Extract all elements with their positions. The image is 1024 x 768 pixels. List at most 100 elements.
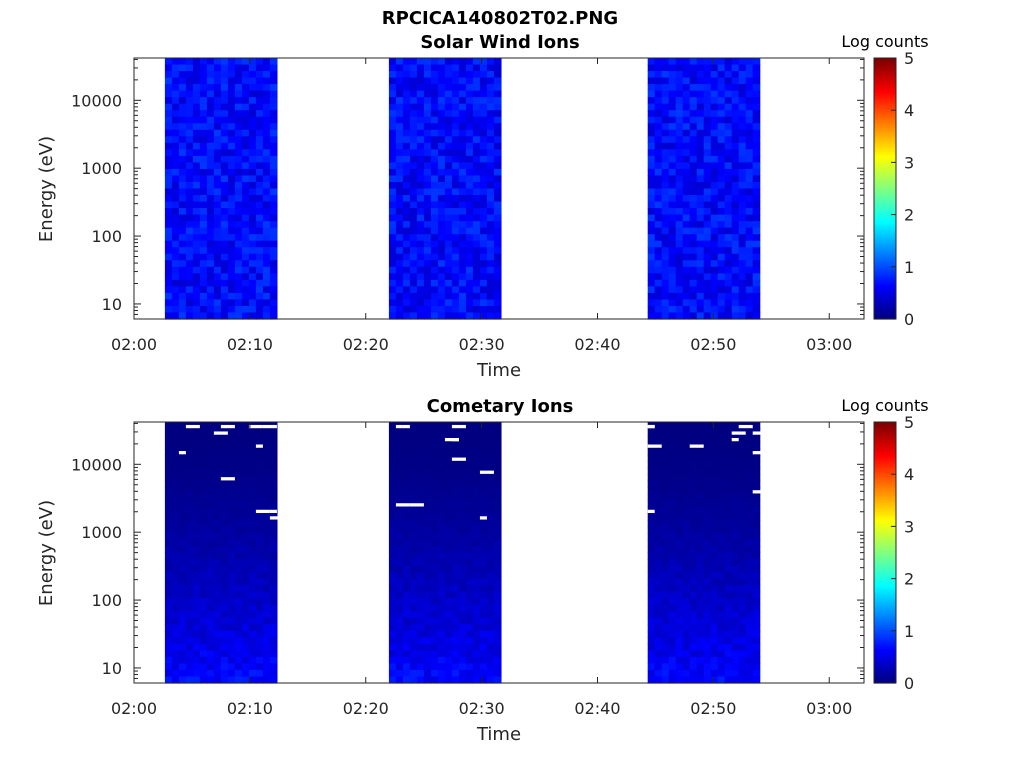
heatmap-cell (675, 181, 684, 190)
heatmap-cell (493, 552, 502, 560)
heatmap-cell (493, 656, 502, 665)
heatmap-cell (262, 578, 271, 586)
heatmap-cell (654, 58, 663, 66)
heatmap-cell (696, 617, 705, 625)
heatmap-cell (248, 552, 257, 560)
heatmap-cell (752, 286, 761, 294)
heatmap-cell (255, 656, 264, 665)
heatmap-cell (486, 168, 495, 177)
heatmap-cell (451, 273, 460, 281)
heatmap-cell (171, 513, 180, 521)
heatmap-cell (409, 578, 418, 586)
heatmap-cell (647, 676, 656, 684)
heatmap-cell (248, 77, 257, 85)
heatmap-cell (409, 467, 418, 475)
heatmap-cell (479, 279, 488, 287)
heatmap-cell (255, 545, 264, 554)
heatmap-cell (227, 195, 236, 203)
heatmap-cell (164, 637, 173, 645)
heatmap-cell (430, 155, 439, 164)
heatmap-cell (661, 279, 670, 287)
heatmap-cell (185, 201, 194, 209)
heatmap-cell (430, 97, 439, 105)
heatmap-cell (241, 201, 250, 209)
heatmap-cell (752, 519, 761, 528)
heatmap-cell (479, 195, 488, 203)
heatmap-cell (227, 188, 236, 196)
heatmap-cell (430, 77, 439, 85)
heatmap-cell (199, 480, 208, 488)
heatmap-cell (395, 493, 404, 501)
heatmap-cell (395, 266, 404, 274)
heatmap-cell (388, 591, 397, 599)
heatmap-cell (682, 519, 691, 528)
colorbar-step (874, 251, 896, 255)
heatmap-cell (199, 487, 208, 495)
heatmap-cell (696, 71, 705, 79)
heatmap-cell (248, 559, 257, 567)
heatmap-cell (241, 181, 250, 190)
heatmap-cell (668, 422, 677, 430)
heatmap-cell (185, 441, 194, 449)
heatmap-cell (185, 513, 194, 521)
heatmap-cell (395, 227, 404, 235)
heatmap-cell (668, 461, 677, 469)
heatmap-cell (682, 299, 691, 307)
heatmap-cell (388, 669, 397, 678)
heatmap-cell (472, 493, 481, 501)
heatmap-cell (710, 428, 719, 436)
colorbar-step (874, 443, 896, 447)
heatmap-cell (402, 428, 411, 436)
colorbar-step (874, 288, 896, 292)
heatmap-cell (465, 181, 474, 190)
heatmap-cell (248, 253, 257, 261)
heatmap-cell (717, 611, 726, 619)
heatmap-cell (430, 286, 439, 294)
heatmap-cell (409, 214, 418, 222)
heatmap-cell (199, 279, 208, 287)
heatmap-cell (437, 480, 446, 488)
heatmap-cell (675, 545, 684, 554)
heatmap-cell (416, 513, 425, 521)
heatmap-cell (472, 253, 481, 261)
heatmap-cell (171, 428, 180, 436)
heatmap-cell (654, 630, 663, 638)
heatmap-cell (703, 129, 712, 137)
heatmap-cell (738, 247, 747, 255)
heatmap-cell (388, 435, 397, 443)
heatmap-cell (409, 435, 418, 443)
heatmap-cell (710, 467, 719, 475)
heatmap-cell (458, 227, 467, 235)
heatmap-cell (185, 110, 194, 118)
heatmap-cell (451, 578, 460, 586)
heatmap-cell (416, 422, 425, 430)
heatmap-cell (199, 637, 208, 645)
heatmap-cell (430, 611, 439, 619)
heatmap-cell (486, 604, 495, 612)
heatmap-cell (220, 149, 229, 157)
heatmap-cell (752, 630, 761, 638)
heatmap-cell (234, 195, 243, 203)
heatmap-cell (220, 168, 229, 177)
heatmap-cell (206, 162, 215, 170)
heatmap-cell (696, 448, 705, 456)
heatmap-cell (423, 643, 432, 651)
heatmap-cell (220, 480, 229, 488)
heatmap-cell (689, 454, 698, 462)
heatmap-cell (185, 247, 194, 255)
heatmap-cell (675, 487, 684, 495)
heatmap-cell (395, 526, 404, 534)
heatmap-cell (717, 142, 726, 150)
heatmap-cell (241, 663, 250, 671)
heatmap-cell (689, 624, 698, 632)
heatmap-cell (199, 110, 208, 118)
heatmap-cell (206, 656, 215, 665)
heatmap-cell (745, 604, 754, 612)
heatmap-cell (255, 64, 264, 72)
heatmap-cell (647, 565, 656, 573)
heatmap-cell (682, 201, 691, 209)
heatmap-cell (416, 656, 425, 665)
heatmap-cell (437, 669, 446, 678)
heatmap-cell (710, 292, 719, 301)
heatmap-cell (724, 559, 733, 567)
